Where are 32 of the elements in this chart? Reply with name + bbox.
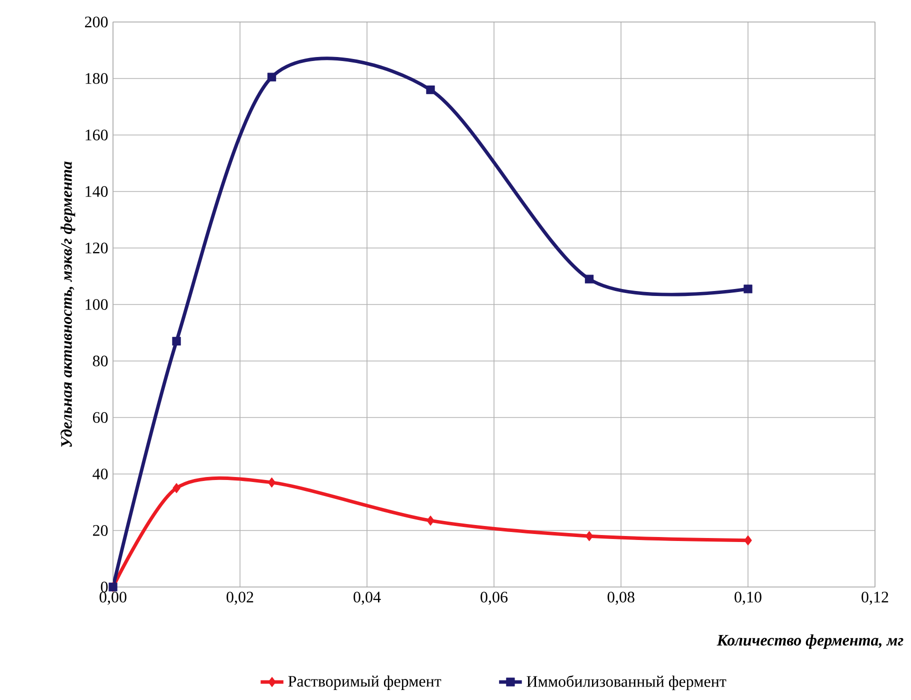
y-axis-title: Удельная активность, мэкв/г фермента <box>60 162 76 447</box>
point <box>172 336 181 346</box>
y-tick-label: 200 <box>85 16 108 28</box>
x-tick-label: 0,02 <box>226 592 254 605</box>
x-tick-label: 0,00 <box>100 592 126 605</box>
point <box>426 85 435 94</box>
x-tick-label: 0,12 <box>862 592 888 605</box>
y-tick-label: 60 <box>92 412 108 423</box>
y-tick-label: 20 <box>93 525 108 536</box>
y-tick-label: 0 <box>100 582 108 592</box>
y-tick-label: 40 <box>92 468 108 480</box>
x-tick-label: 0,06 <box>480 592 508 605</box>
x-tick-label: 0,10 <box>734 592 762 605</box>
y-tick-label: 120 <box>86 242 108 254</box>
point <box>172 483 180 494</box>
point <box>744 535 752 546</box>
x-tick-label: 0,04 <box>354 592 381 605</box>
y-tick-label: 100 <box>86 299 108 310</box>
legend-label: Растворимый фермент <box>288 675 442 690</box>
point <box>268 477 276 488</box>
y-tick-label: 140 <box>86 186 108 197</box>
x-tick-label: 0,08 <box>608 592 634 605</box>
point <box>585 531 594 542</box>
point <box>426 516 434 526</box>
y-tick-label: 80 <box>92 356 108 366</box>
y-tick-label: 180 <box>86 73 108 84</box>
legend-label: Иммобилизованный фермент <box>526 675 726 690</box>
point <box>267 72 276 82</box>
point <box>744 284 752 294</box>
y-tick-label: 160 <box>86 130 108 140</box>
point <box>584 274 594 284</box>
x-axis-title: Количество фермента, мг <box>716 634 904 649</box>
